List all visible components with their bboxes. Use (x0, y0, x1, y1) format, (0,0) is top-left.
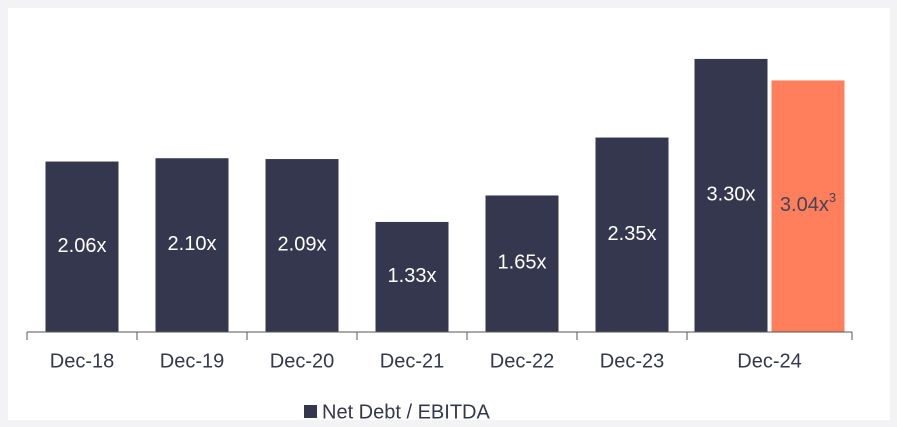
x-tick-label: Dec-19 (160, 350, 224, 372)
bar (45, 161, 119, 332)
x-tick-label: Dec-18 (50, 350, 114, 372)
bar (375, 221, 449, 332)
data-label: 1.65x (498, 252, 547, 274)
data-label: 3.04x3 (780, 191, 836, 217)
data-label: 2.06x (58, 235, 107, 257)
data-label-text: 1.65x (498, 252, 547, 274)
x-tick-label: Dec-24 (737, 350, 801, 372)
x-tick-label: Dec-23 (600, 350, 664, 372)
bar (595, 137, 669, 332)
bar (155, 158, 229, 332)
bar (485, 195, 559, 332)
data-label: 2.09x (278, 234, 327, 256)
legend-label: Net Debt / EBITDA (322, 401, 490, 423)
footnote-mark: 3 (829, 191, 836, 206)
data-label-text: 3.04x (780, 195, 829, 217)
x-tick-label: Dec-20 (270, 350, 334, 372)
data-label-text: 3.30x (707, 184, 756, 206)
data-label: 2.10x (168, 233, 217, 255)
data-label: 1.33x (388, 265, 437, 287)
data-label-text: 2.06x (58, 235, 107, 257)
data-label-text: 2.35x (608, 223, 657, 245)
data-label: 2.35x (608, 223, 657, 245)
bar (771, 80, 845, 332)
data-label-text: 2.10x (168, 233, 217, 255)
x-tick-label: Dec-22 (490, 350, 554, 372)
legend-swatch (304, 405, 317, 418)
data-label-text: 2.09x (278, 234, 327, 256)
data-label: 3.30x (707, 184, 756, 206)
bar (694, 58, 768, 333)
bar (265, 159, 339, 332)
data-label-text: 1.33x (388, 265, 437, 287)
x-tick-label: Dec-21 (380, 350, 444, 372)
